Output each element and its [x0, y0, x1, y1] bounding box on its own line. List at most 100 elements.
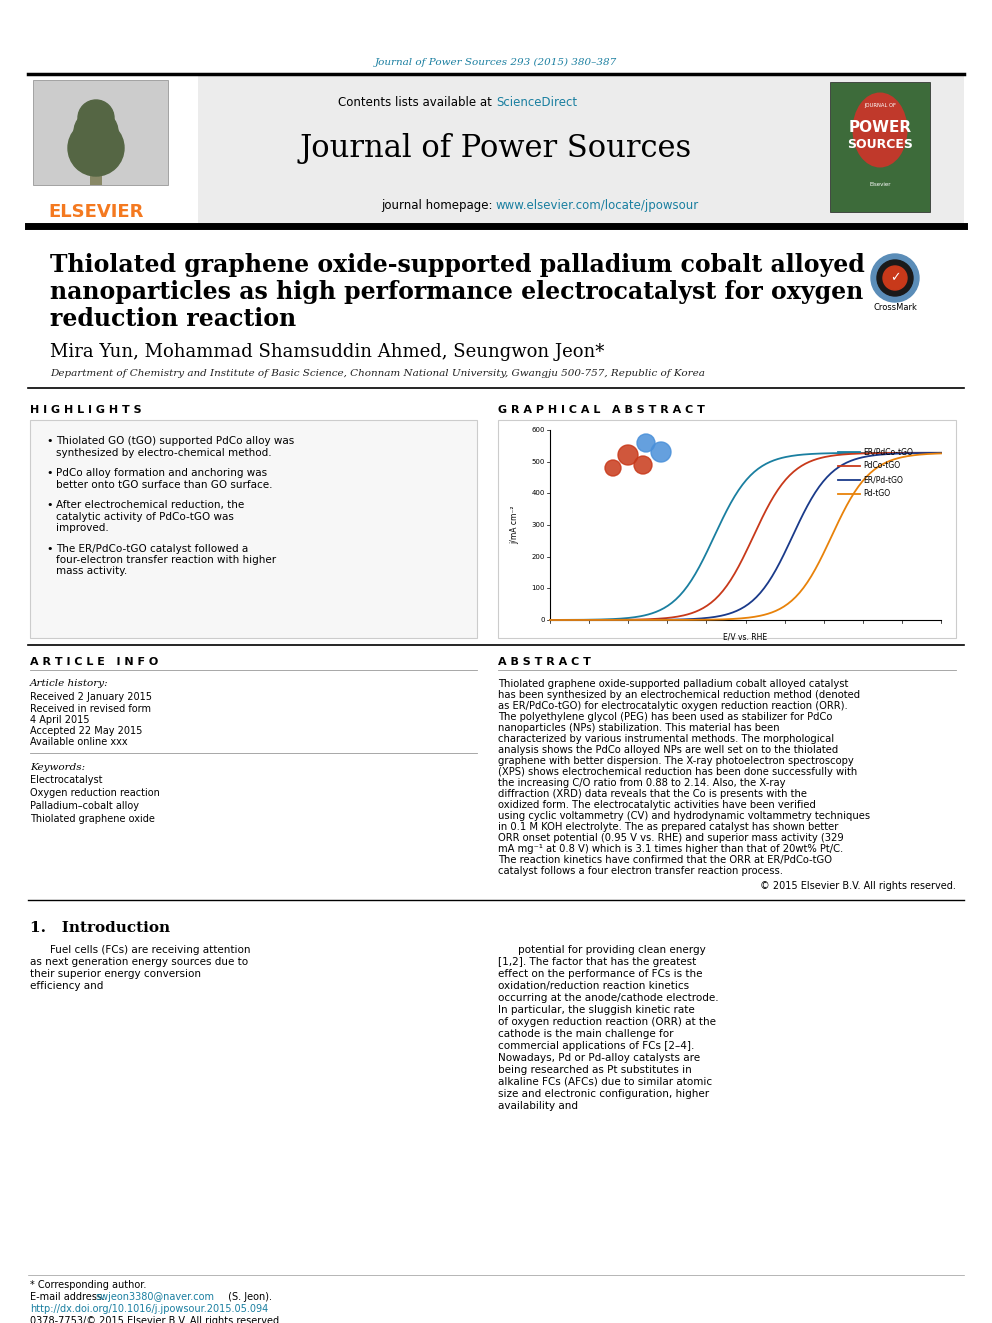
Text: Thiolated graphene oxide: Thiolated graphene oxide	[30, 814, 155, 824]
Text: efficiency and: efficiency and	[30, 980, 103, 991]
Text: 600: 600	[532, 427, 545, 433]
Text: Article history:: Article history:	[30, 680, 109, 688]
Text: 500: 500	[532, 459, 545, 464]
Bar	[498, 419, 956, 638]
Text: 400: 400	[532, 491, 545, 496]
Text: PdCo-tGO: PdCo-tGO	[863, 462, 900, 471]
Text: 0: 0	[541, 617, 545, 623]
Text: © 2015 Elsevier B.V. All rights reserved.: © 2015 Elsevier B.V. All rights reserved…	[760, 881, 956, 890]
Text: journal homepage:: journal homepage:	[381, 200, 496, 213]
Text: mass activity.: mass activity.	[56, 566, 127, 577]
Text: mA mg⁻¹ at 0.8 V) which is 3.1 times higher than that of 20wt% Pt/C.: mA mg⁻¹ at 0.8 V) which is 3.1 times hig…	[498, 844, 843, 855]
Text: [1,2]. The factor that has the greatest: [1,2]. The factor that has the greatest	[498, 957, 696, 967]
Text: •: •	[46, 500, 53, 509]
Text: Received in revised form: Received in revised form	[30, 704, 151, 714]
Text: PdCo alloy formation and anchoring was: PdCo alloy formation and anchoring was	[56, 468, 267, 478]
Text: www.elsevier.com/locate/jpowsour: www.elsevier.com/locate/jpowsour	[496, 200, 699, 213]
Circle shape	[637, 434, 655, 452]
Text: * Corresponding author.: * Corresponding author.	[30, 1279, 147, 1290]
Text: JOURNAL OF: JOURNAL OF	[864, 102, 896, 107]
Text: oxidation/reduction reaction kinetics: oxidation/reduction reaction kinetics	[498, 980, 689, 991]
Text: The reaction kinetics have confirmed that the ORR at ER/PdCo-tGO: The reaction kinetics have confirmed tha…	[498, 855, 832, 865]
Text: commercial applications of FCs [2–4].: commercial applications of FCs [2–4].	[498, 1041, 694, 1050]
Text: Accepted 22 May 2015: Accepted 22 May 2015	[30, 726, 143, 736]
Text: G R A P H I C A L   A B S T R A C T: G R A P H I C A L A B S T R A C T	[498, 405, 705, 415]
Text: E-mail address:: E-mail address:	[30, 1293, 108, 1302]
Text: POWER: POWER	[848, 120, 912, 135]
Text: Oxygen reduction reaction: Oxygen reduction reaction	[30, 789, 160, 798]
Text: ORR onset potential (0.95 V vs. RHE) and superior mass activity (329: ORR onset potential (0.95 V vs. RHE) and…	[498, 833, 844, 843]
Text: ER/PdCo-tGO: ER/PdCo-tGO	[863, 447, 913, 456]
Text: Elsevier: Elsevier	[869, 183, 891, 188]
Bar	[90, 160, 102, 185]
Text: cathode is the main challenge for: cathode is the main challenge for	[498, 1029, 674, 1039]
Text: 300: 300	[532, 523, 545, 528]
Text: Fuel cells (FCs) are receiving attention: Fuel cells (FCs) are receiving attention	[50, 945, 251, 955]
Circle shape	[605, 460, 621, 476]
Text: alkaline FCs (AFCs) due to similar atomic: alkaline FCs (AFCs) due to similar atomi…	[498, 1077, 712, 1088]
Bar	[28, 75, 198, 224]
Text: •: •	[46, 544, 53, 553]
Text: ELSEVIER: ELSEVIER	[49, 202, 144, 221]
Text: catalyst follows a four electron transfer reaction process.: catalyst follows a four electron transfe…	[498, 867, 783, 876]
Text: Nowadays, Pd or Pd-alloy catalysts are: Nowadays, Pd or Pd-alloy catalysts are	[498, 1053, 700, 1062]
Text: SOURCES: SOURCES	[847, 139, 913, 152]
Text: CrossMark: CrossMark	[873, 303, 917, 312]
Text: 200: 200	[532, 553, 545, 560]
Text: occurring at the anode/cathode electrode.: occurring at the anode/cathode electrode…	[498, 994, 718, 1003]
Text: (S. Jeon).: (S. Jeon).	[225, 1293, 272, 1302]
Text: j/mA cm⁻²: j/mA cm⁻²	[511, 505, 520, 544]
Text: 0378-7753/© 2015 Elsevier B.V. All rights reserved.: 0378-7753/© 2015 Elsevier B.V. All right…	[30, 1316, 282, 1323]
Circle shape	[877, 261, 913, 296]
Text: diffraction (XRD) data reveals that the Co is presents with the: diffraction (XRD) data reveals that the …	[498, 789, 807, 799]
Text: Keywords:: Keywords:	[30, 762, 85, 771]
Text: Palladium–cobalt alloy: Palladium–cobalt alloy	[30, 800, 139, 811]
Text: E/V vs. RHE: E/V vs. RHE	[723, 632, 768, 642]
Text: better onto tGO surface than GO surface.: better onto tGO surface than GO surface.	[56, 479, 273, 490]
Bar	[33, 79, 168, 185]
Text: size and electronic configuration, higher: size and electronic configuration, highe…	[498, 1089, 709, 1099]
Text: characterized by various instrumental methods. The morphological: characterized by various instrumental me…	[498, 734, 834, 744]
Text: Thiolated GO (tGO) supported PdCo alloy was: Thiolated GO (tGO) supported PdCo alloy …	[56, 437, 295, 446]
Text: synthesized by electro-chemical method.: synthesized by electro-chemical method.	[56, 447, 272, 458]
Text: of oxygen reduction reaction (ORR) at the: of oxygen reduction reaction (ORR) at th…	[498, 1017, 716, 1027]
Bar	[28, 75, 964, 224]
Text: analysis shows the PdCo alloyed NPs are well set on to the thiolated: analysis shows the PdCo alloyed NPs are …	[498, 745, 838, 755]
Text: Thiolated graphene oxide-supported palladium cobalt alloyed: Thiolated graphene oxide-supported palla…	[50, 253, 865, 277]
Circle shape	[618, 445, 638, 464]
Text: graphene with better dispersion. The X-ray photoelectron spectroscopy: graphene with better dispersion. The X-r…	[498, 755, 854, 766]
Text: http://dx.doi.org/10.1016/j.jpowsour.2015.05.094: http://dx.doi.org/10.1016/j.jpowsour.201…	[30, 1304, 268, 1314]
Text: nanoparticles as high performance electrocatalyst for oxygen: nanoparticles as high performance electr…	[50, 280, 863, 304]
Circle shape	[883, 266, 907, 290]
Text: availability and: availability and	[498, 1101, 578, 1111]
Text: A B S T R A C T: A B S T R A C T	[498, 658, 591, 667]
Text: potential for providing clean energy: potential for providing clean energy	[518, 945, 705, 955]
Text: nanoparticles (NPs) stabilization. This material has been: nanoparticles (NPs) stabilization. This …	[498, 722, 780, 733]
Text: being researched as Pt substitutes in: being researched as Pt substitutes in	[498, 1065, 691, 1076]
Text: Thiolated graphene oxide-supported palladium cobalt alloyed catalyst: Thiolated graphene oxide-supported palla…	[498, 679, 848, 689]
Text: •: •	[46, 437, 53, 446]
Text: effect on the performance of FCs is the: effect on the performance of FCs is the	[498, 968, 702, 979]
Text: Department of Chemistry and Institute of Basic Science, Chonnam National Univers: Department of Chemistry and Institute of…	[50, 369, 705, 378]
Text: 4 April 2015: 4 April 2015	[30, 714, 89, 725]
Text: reduction reaction: reduction reaction	[50, 307, 297, 331]
Text: ScienceDirect: ScienceDirect	[496, 95, 577, 108]
Text: Contents lists available at: Contents lists available at	[338, 95, 496, 108]
Text: •: •	[46, 468, 53, 478]
Circle shape	[871, 254, 919, 302]
Ellipse shape	[852, 93, 908, 168]
Text: Received 2 January 2015: Received 2 January 2015	[30, 692, 152, 703]
Text: The ER/PdCo-tGO catalyst followed a: The ER/PdCo-tGO catalyst followed a	[56, 544, 248, 553]
Text: Electrocatalyst: Electrocatalyst	[30, 775, 102, 785]
Text: In particular, the sluggish kinetic rate: In particular, the sluggish kinetic rate	[498, 1005, 694, 1015]
Circle shape	[651, 442, 671, 462]
Text: ER/Pd-tGO: ER/Pd-tGO	[863, 475, 903, 484]
Text: as next generation energy sources due to: as next generation energy sources due to	[30, 957, 248, 967]
Text: ✓: ✓	[890, 271, 901, 284]
Text: using cyclic voltammetry (CV) and hydrodynamic voltammetry techniques: using cyclic voltammetry (CV) and hydrod…	[498, 811, 870, 822]
Text: A R T I C L E   I N F O: A R T I C L E I N F O	[30, 658, 159, 667]
Text: as ER/PdCo-tGO) for electrocatalytic oxygen reduction reaction (ORR).: as ER/PdCo-tGO) for electrocatalytic oxy…	[498, 701, 848, 710]
Text: Journal of Power Sources: Journal of Power Sources	[300, 132, 692, 164]
Text: (XPS) shows electrochemical reduction has been done successfully with: (XPS) shows electrochemical reduction ha…	[498, 767, 857, 777]
Text: 1.   Introduction: 1. Introduction	[30, 921, 170, 935]
